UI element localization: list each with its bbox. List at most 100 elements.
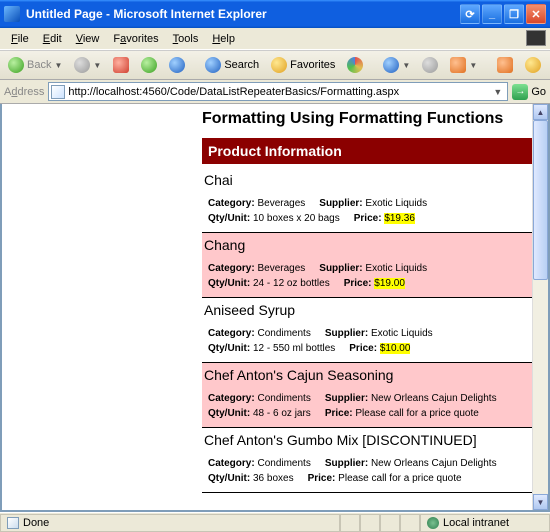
refresh-button[interactable] <box>137 55 161 75</box>
product-item: Chai Category: Beverages Supplier: Exotic … <box>202 168 538 233</box>
close-button[interactable]: ✕ <box>526 4 546 24</box>
product-name: Chef Anton's Cajun Seasoning <box>202 367 538 383</box>
supplier-value: Exotic Liquids <box>365 198 427 209</box>
status-bar: Done Local intranet <box>0 512 550 532</box>
restore-button[interactable]: ❐ <box>504 4 524 24</box>
back-button[interactable]: Back ▼ <box>4 55 66 75</box>
price-label: Price: <box>325 408 353 419</box>
window-titlebar: Untitled Page - Microsoft Internet Explo… <box>0 0 550 28</box>
menu-tools[interactable]: Tools <box>166 31 206 47</box>
favorites-button[interactable]: Favorites <box>267 55 339 75</box>
edit-button[interactable]: ▼ <box>446 55 481 75</box>
favorites-icon <box>271 57 287 73</box>
page-icon <box>51 85 65 99</box>
menu-help[interactable]: Help <box>205 31 242 47</box>
sync-button[interactable]: ⟳ <box>460 4 480 24</box>
url-field[interactable]: ▼ <box>48 82 508 101</box>
mail-button[interactable]: ▼ <box>379 55 414 75</box>
home-button[interactable] <box>165 55 189 75</box>
price-label: Price: <box>349 343 377 354</box>
supplier-label: Supplier: <box>325 328 368 339</box>
back-label: Back <box>27 59 51 71</box>
supplier-value: New Orleans Cajun Delights <box>371 458 497 469</box>
status-cell <box>380 514 400 532</box>
extra-button-1[interactable] <box>493 55 517 75</box>
price-label: Price: <box>344 278 372 289</box>
extra-icon <box>497 57 513 73</box>
status-text-cell: Done <box>0 514 340 532</box>
content-viewport: Formatting Using Formatting Functions Pr… <box>0 104 550 512</box>
extra-icon <box>525 57 541 73</box>
scroll-thumb[interactable] <box>533 120 548 280</box>
mail-icon <box>383 57 399 73</box>
go-button[interactable]: → Go <box>512 84 546 100</box>
supplier-value: New Orleans Cajun Delights <box>371 393 497 404</box>
qty-value: 12 - 550 ml bottles <box>253 343 335 354</box>
scroll-up-button[interactable]: ▲ <box>533 104 548 120</box>
edit-icon <box>450 57 466 73</box>
qty-value: 10 boxes x 20 bags <box>253 213 340 224</box>
window-title: Untitled Page - Microsoft Internet Explo… <box>26 7 460 21</box>
stop-button[interactable] <box>109 55 133 75</box>
product-name: Chai <box>202 172 538 188</box>
price-label: Price: <box>354 213 382 224</box>
page-body: Formatting Using Formatting Functions Pr… <box>2 104 548 499</box>
print-button[interactable] <box>418 55 442 75</box>
menu-favorites[interactable]: Favorites <box>106 31 165 47</box>
supplier-value: Exotic Liquids <box>365 263 427 274</box>
history-icon <box>347 57 363 73</box>
category-value: Beverages <box>257 263 305 274</box>
category-value: Condiments <box>257 328 310 339</box>
print-icon <box>422 57 438 73</box>
back-icon <box>8 57 24 73</box>
menu-file[interactable]: File <box>4 31 36 47</box>
address-label: Address <box>4 86 44 98</box>
windows-flag-icon <box>526 30 546 46</box>
minimize-button[interactable]: _ <box>482 4 502 24</box>
chevron-down-icon: ▼ <box>93 61 101 70</box>
section-title: Product Information <box>202 138 538 164</box>
status-text: Done <box>23 517 49 529</box>
qty-label: Qty/Unit: <box>208 473 250 484</box>
status-cell <box>340 514 360 532</box>
page-icon <box>7 517 19 529</box>
category-value: Condiments <box>257 458 310 469</box>
category-label: Category: <box>208 328 255 339</box>
search-button[interactable]: Search <box>201 55 263 75</box>
supplier-label: Supplier: <box>319 263 362 274</box>
qty-label: Qty/Unit: <box>208 408 250 419</box>
scroll-down-button[interactable]: ▼ <box>533 494 548 510</box>
menu-view[interactable]: View <box>69 31 107 47</box>
menu-edit[interactable]: Edit <box>36 31 69 47</box>
category-label: Category: <box>208 458 255 469</box>
history-button[interactable] <box>343 55 367 75</box>
category-label: Category: <box>208 198 255 209</box>
qty-label: Qty/Unit: <box>208 278 250 289</box>
search-label: Search <box>224 59 259 71</box>
vertical-scrollbar[interactable]: ▲ ▼ <box>532 104 548 510</box>
qty-label: Qty/Unit: <box>208 343 250 354</box>
url-input[interactable] <box>68 86 490 98</box>
qty-value: 24 - 12 oz bottles <box>253 278 330 289</box>
supplier-label: Supplier: <box>325 393 368 404</box>
product-name: Chang <box>202 237 538 253</box>
price-value: Please call for a price quote <box>355 408 478 419</box>
category-value: Beverages <box>257 198 305 209</box>
category-label: Category: <box>208 263 255 274</box>
extra-button-2[interactable] <box>521 55 545 75</box>
url-dropdown[interactable]: ▼ <box>490 87 505 97</box>
product-item: Aniseed Syrup Category: Condiments Supplie… <box>202 298 538 363</box>
qty-value: 36 boxes <box>253 473 294 484</box>
go-icon: → <box>512 84 528 100</box>
go-label: Go <box>531 86 546 98</box>
page-heading: Formatting Using Formatting Functions <box>202 110 538 128</box>
forward-button[interactable]: ▼ <box>70 55 105 75</box>
address-bar: Address ▼ → Go <box>0 80 550 104</box>
search-icon <box>205 57 221 73</box>
price-value: $19.36 <box>384 213 415 224</box>
qty-value: 48 - 6 oz jars <box>253 408 311 419</box>
product-name: Aniseed Syrup <box>202 302 538 318</box>
supplier-label: Supplier: <box>319 198 362 209</box>
price-value: $19.00 <box>374 278 405 289</box>
forward-icon <box>74 57 90 73</box>
